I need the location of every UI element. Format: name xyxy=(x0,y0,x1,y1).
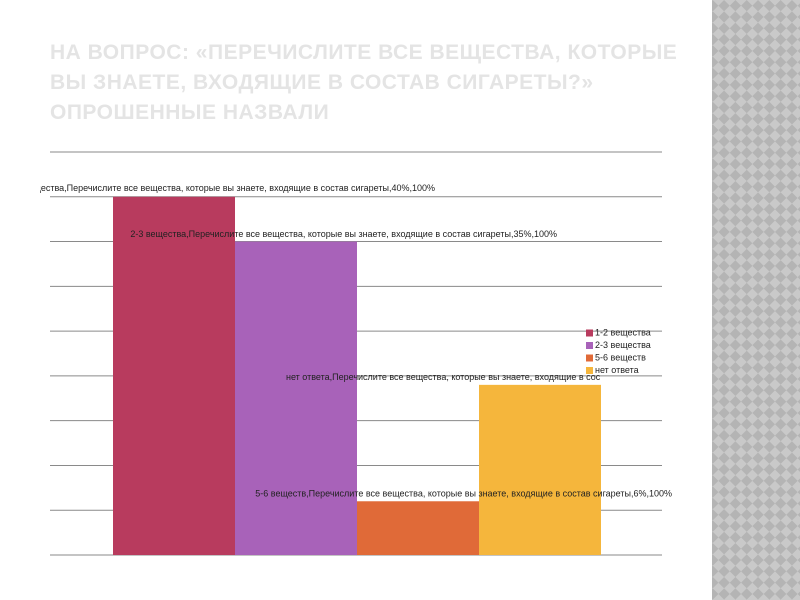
decor-stripe xyxy=(712,0,800,600)
legend-label: 2-3 вещества xyxy=(595,340,651,350)
data-label: 2-3 вещества,Перечислите все вещества, к… xyxy=(130,229,557,239)
data-label: нет ответа,Перечислите все вещества, кот… xyxy=(286,372,601,382)
data-label: 1-2 вещества,Перечислите все вещества, к… xyxy=(8,183,435,193)
data-labels: 1-2 вещества,Перечислите все вещества, к… xyxy=(8,183,672,499)
bar xyxy=(235,241,357,556)
slide-title: На вопрос: «Перечислите все вещества, ко… xyxy=(50,41,678,124)
data-label: 5-6 веществ,Перечислите все вещества, ко… xyxy=(255,489,672,499)
bar xyxy=(113,196,235,555)
plot xyxy=(50,151,662,556)
legend-swatch xyxy=(586,342,593,349)
bar xyxy=(479,384,601,555)
legend-label: нет ответа xyxy=(595,365,639,375)
legend-swatch xyxy=(586,354,593,362)
legend-label: 1-2 вещества xyxy=(595,327,651,337)
legend: 1-2 вещества 2-3 вещества 5-6 веществ нет о… xyxy=(586,327,651,375)
bar xyxy=(357,501,479,555)
legend-swatch xyxy=(586,367,593,374)
legend-swatch xyxy=(586,329,593,337)
legend-label: 5-6 веществ xyxy=(595,352,646,362)
